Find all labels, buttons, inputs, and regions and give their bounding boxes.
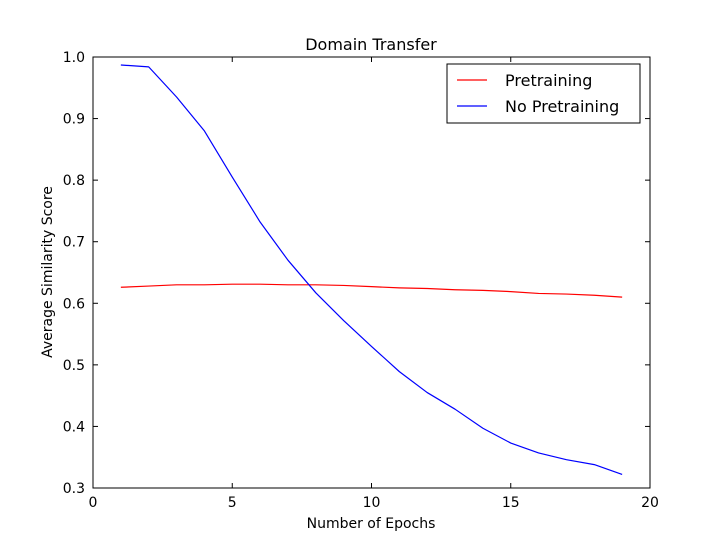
- y-tick-label: 0.4: [63, 419, 85, 435]
- series-line-pretraining: [120, 283, 623, 298]
- legend: Pretraining No Pretraining: [446, 63, 641, 124]
- y-tick-label: 0.9: [63, 112, 85, 128]
- x-tick-label: 10: [363, 495, 381, 511]
- y-tick-label: 0.3: [63, 481, 85, 497]
- y-tick-label: 0.7: [63, 235, 85, 251]
- x-tick-label: 20: [641, 495, 659, 511]
- legend-label-pretraining: Pretraining: [505, 71, 592, 90]
- x-tick-label: 0: [89, 495, 98, 511]
- y-tick-label: 0.8: [63, 173, 85, 189]
- series-line-no-pretraining: [120, 64, 623, 476]
- legend-box: [446, 63, 641, 124]
- y-tick-label: 0.6: [63, 296, 85, 312]
- y-tick-label: 1.0: [63, 50, 85, 66]
- x-axis-title: Number of Epochs: [307, 516, 436, 532]
- y-tick-label: 0.5: [63, 358, 85, 374]
- x-tick-label: 5: [228, 495, 237, 511]
- x-tick-label: 15: [502, 495, 520, 511]
- plot-area-frame: [92, 56, 651, 489]
- tick-layer: 0 5 10 15 20 0.3 0.4 0.5 0.6 0.7 0.8 0.9 1.0: [63, 50, 659, 511]
- legend-label-no-pretraining: No Pretraining: [505, 97, 619, 116]
- series-layer: [120, 64, 623, 476]
- chart-title: Domain Transfer: [305, 35, 437, 54]
- y-axis-title: Average Similarity Score: [40, 186, 56, 358]
